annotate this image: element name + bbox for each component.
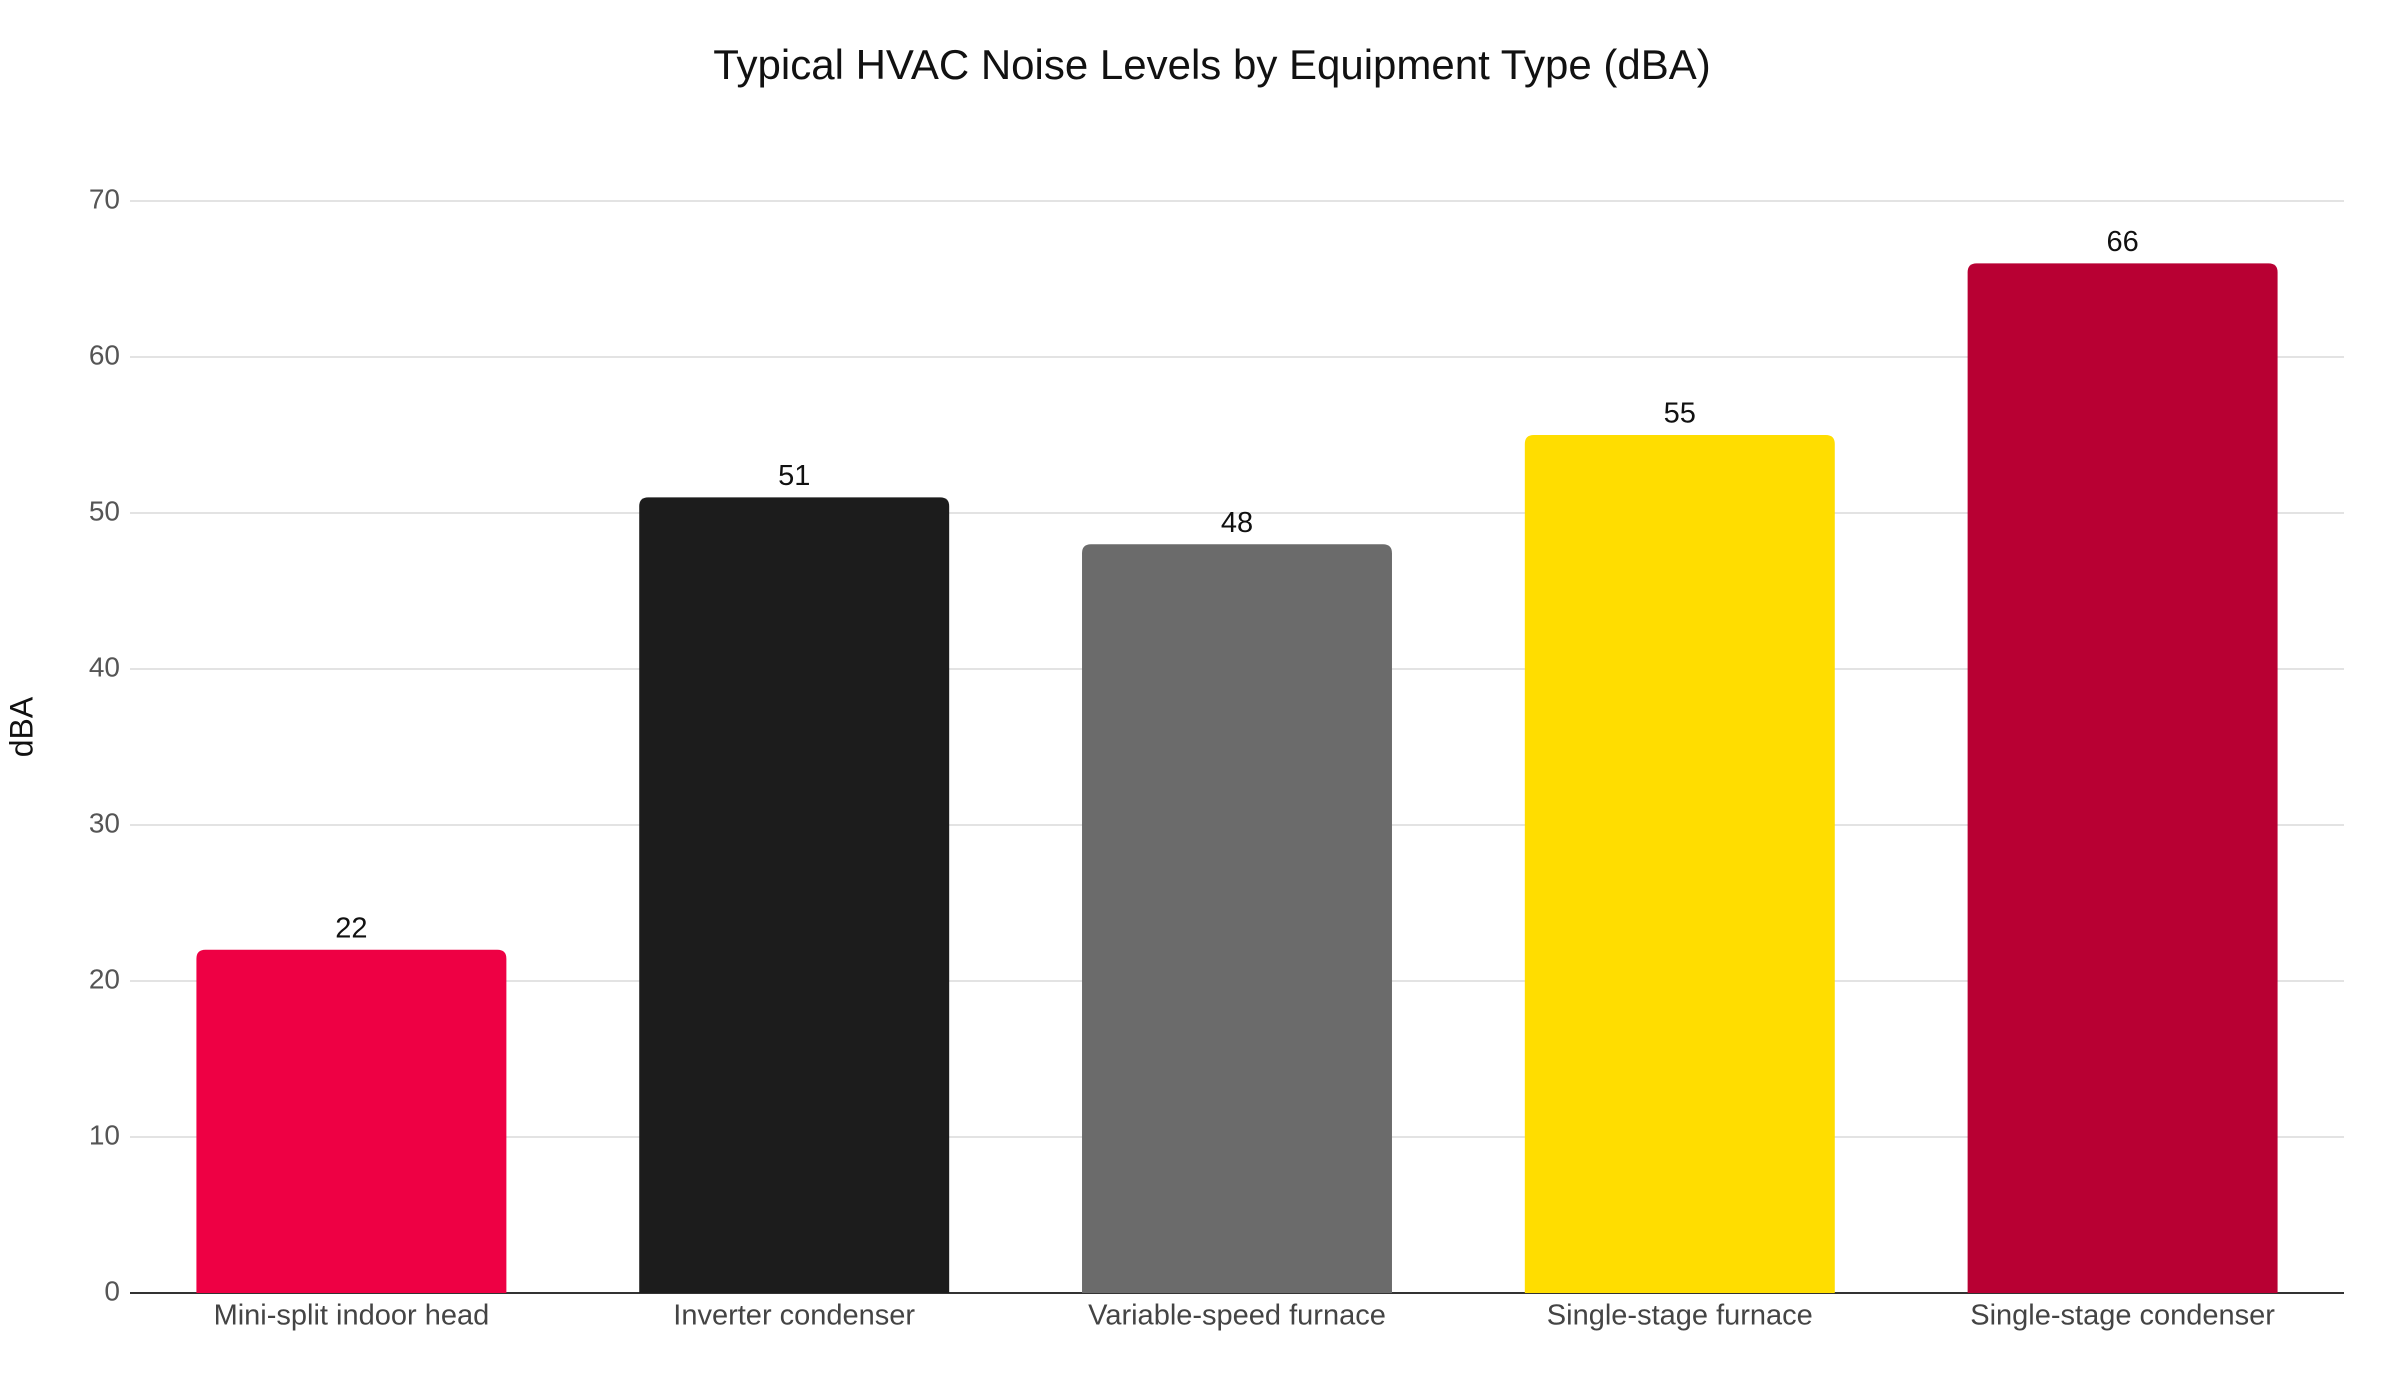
x-tick-label: Variable-speed furnace — [1088, 1300, 1386, 1332]
y-tick-label: 30 — [89, 807, 120, 838]
value-label: 66 — [2106, 226, 2138, 258]
bar — [1082, 544, 1392, 1293]
x-tick-label: Mini-split indoor head — [214, 1300, 490, 1332]
y-tick-label: 60 — [89, 339, 120, 370]
x-tick-label: Inverter condenser — [673, 1300, 915, 1332]
x-tick-label: Single-stage condenser — [1970, 1300, 2275, 1332]
y-tick-label: 20 — [89, 963, 120, 994]
y-tick-label: 0 — [104, 1275, 120, 1306]
y-tick-label: 50 — [89, 495, 120, 526]
bar — [1967, 263, 2278, 1293]
bar — [1524, 435, 1835, 1293]
y-axis-label: dBA — [3, 696, 39, 757]
y-tick-label: 40 — [89, 651, 120, 682]
value-label: 55 — [1664, 398, 1696, 430]
bar — [639, 497, 950, 1293]
y-tick-label: 10 — [89, 1119, 120, 1150]
y-tick-label: 70 — [89, 183, 120, 214]
bar — [196, 949, 507, 1293]
x-tick-label: Single-stage furnace — [1547, 1300, 1813, 1332]
value-label: 48 — [1221, 507, 1253, 539]
chart-title: Typical HVAC Noise Levels by Equipment T… — [713, 41, 1711, 88]
value-label: 22 — [335, 912, 367, 944]
value-label: 51 — [778, 460, 810, 492]
